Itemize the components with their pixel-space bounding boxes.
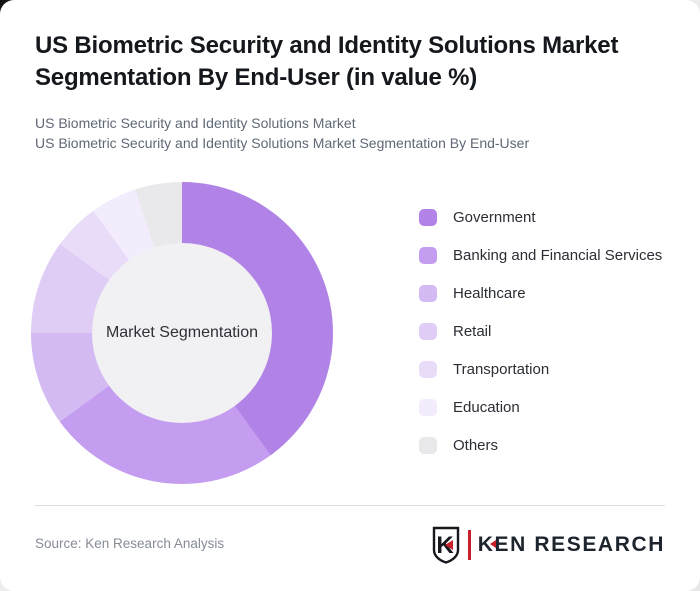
- source-text: Source: Ken Research Analysis: [35, 536, 225, 551]
- ken-research-shield-icon: K: [433, 526, 460, 564]
- page-title: US Biometric Security and Identity Solut…: [35, 32, 619, 92]
- legend-swatch: [419, 323, 437, 340]
- brand-name: KEN RESEARCH: [478, 533, 665, 557]
- donut-chart-area: Market Segmentation: [31, 182, 333, 484]
- legend-label: Healthcare: [453, 285, 526, 302]
- chart-subtitles: US Biometric Security and Identity Solut…: [35, 113, 660, 154]
- chart-center-label: Market Segmentation: [105, 324, 259, 341]
- legend-label: Banking and Financial Services: [453, 247, 663, 264]
- legend-swatch: [419, 437, 437, 454]
- legend-item-healthcare: Healthcare: [419, 285, 662, 302]
- legend-item-education: Education: [419, 399, 662, 416]
- svg-text:K: K: [437, 532, 455, 559]
- legend-label: Transportation: [453, 361, 550, 378]
- legend-label: Education: [453, 399, 520, 416]
- legend-item-transportation: Transportation: [419, 361, 662, 378]
- legend-swatch: [419, 209, 437, 226]
- legend-swatch: [419, 247, 437, 264]
- ken-research-logo: K KEN RESEARCH: [431, 526, 665, 564]
- chart-legend: Government Banking and Financial Services…: [419, 209, 662, 454]
- legend-label: Government: [453, 209, 536, 226]
- legend-item-retail: Retail: [419, 323, 662, 340]
- donut-hole: Market Segmentation: [92, 243, 272, 423]
- legend-item-government: Government: [419, 209, 662, 226]
- legend-label: Retail: [453, 323, 492, 340]
- logo-divider-bar: [468, 530, 471, 560]
- legend-item-banking-and-financial-services: Banking and Financial Services: [419, 247, 662, 264]
- legend-label: Others: [453, 437, 499, 454]
- brand-rest: EN RESEARCH: [494, 533, 665, 556]
- legend-swatch: [419, 285, 437, 302]
- brand-letter-k: K: [477, 533, 496, 556]
- legend-swatch: [419, 399, 437, 416]
- subtitle-line-2: US Biometric Security and Identity Solut…: [35, 135, 530, 152]
- legend-swatch: [419, 361, 437, 378]
- footer-divider: [35, 505, 665, 506]
- legend-item-others: Others: [419, 437, 662, 454]
- subtitle-line-1: US Biometric Security and Identity Solut…: [35, 115, 356, 131]
